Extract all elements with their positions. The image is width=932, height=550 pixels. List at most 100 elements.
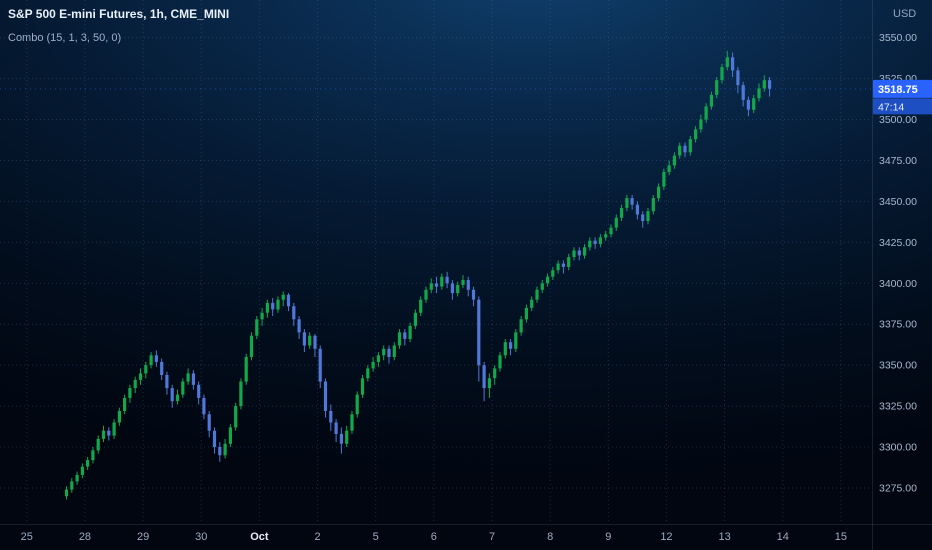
candle-body (218, 447, 222, 456)
candle-body (403, 332, 407, 339)
candle-body (392, 345, 396, 357)
candle-body (572, 250, 576, 257)
candle-body (207, 414, 211, 431)
candle-body (360, 378, 365, 395)
candle-body (482, 365, 486, 389)
candle-body (646, 211, 650, 221)
time-tick-label: 7 (489, 531, 495, 543)
price-tick-label: 3500.00 (879, 114, 917, 126)
candle-body (471, 289, 476, 300)
time-tick-label: 13 (718, 531, 730, 543)
candle-body (630, 198, 634, 205)
candle-body (117, 411, 121, 423)
time-tick-label: 14 (777, 531, 789, 543)
candle-body (699, 119, 703, 130)
candle-body (694, 129, 698, 140)
price-tick-label: 3475.00 (879, 155, 917, 167)
candle-body (620, 208, 624, 218)
candle-body (604, 234, 608, 238)
candle-body (355, 394, 359, 415)
price-tick-label: 3350.00 (879, 360, 917, 372)
candle-body (297, 319, 301, 333)
candle-body (107, 430, 111, 436)
candle-body (514, 332, 518, 349)
candle-body (75, 474, 79, 482)
price-tick-label: 3450.00 (879, 196, 917, 208)
candle-body (175, 394, 180, 402)
candle-body (255, 319, 259, 336)
candle-body (540, 283, 544, 290)
price-tick-label: 3325.00 (879, 401, 917, 413)
time-tick-label: Oct (250, 531, 269, 543)
candle-body (413, 312, 417, 326)
time-tick-label: 29 (137, 531, 149, 543)
chart-legend: S&P 500 E-mini Futures, 1h, CME_MINI Com… (8, 7, 229, 44)
price-tick-label: 3275.00 (879, 482, 917, 494)
candle-body (672, 155, 676, 166)
time-tick-label: 30 (195, 531, 207, 543)
candle-body (445, 276, 449, 284)
candle-body (160, 361, 164, 375)
candle-body (709, 95, 713, 107)
candle-body (731, 57, 735, 71)
candle-body (704, 106, 708, 120)
candle-body (165, 375, 169, 389)
candle-body (286, 294, 291, 307)
symbol-title[interactable]: S&P 500 E-mini Futures, 1h, CME_MINI (8, 7, 230, 21)
candle-body (302, 332, 306, 346)
candle-body (133, 379, 137, 389)
candle-body (323, 381, 328, 411)
candle-body (561, 263, 565, 267)
candle-body (281, 294, 285, 300)
candle-body (625, 198, 629, 208)
time-tick-label: 9 (605, 531, 611, 543)
candle-body (382, 348, 386, 356)
candle-body (244, 357, 248, 382)
candle-body (546, 276, 550, 284)
price-tick-label: 3375.00 (879, 319, 917, 331)
candle-body (154, 355, 158, 362)
candle-body (746, 99, 750, 110)
time-axis[interactable]: 25 28 29 30 Oct 2 5 6 7 8 9 12 13 14 15 (21, 531, 847, 543)
candle-body (614, 217, 618, 228)
price-tick-label: 3400.00 (879, 278, 917, 290)
candle-body (429, 283, 433, 290)
candle-body (329, 411, 333, 423)
candle-body (96, 438, 100, 451)
candle-body (583, 247, 587, 256)
candle-body (371, 361, 375, 369)
candle-body (223, 443, 227, 456)
candle-body (202, 397, 206, 415)
candle-body (265, 302, 269, 313)
candle-body (667, 165, 671, 172)
candle-body (598, 237, 602, 244)
last-price-label: 3518.75 (878, 84, 918, 96)
candle-body (725, 57, 729, 68)
candle-body (577, 250, 581, 256)
candle-body (641, 214, 645, 222)
candle-body (593, 240, 597, 244)
candle-body (149, 355, 153, 366)
candle-body (260, 312, 264, 320)
candle-body (228, 427, 232, 444)
candle-body (651, 198, 655, 212)
candle-body (170, 388, 174, 402)
candle-body (350, 414, 354, 431)
candle-body (366, 368, 370, 379)
time-tick-label: 28 (79, 531, 91, 543)
candle-body (535, 289, 539, 300)
candle-body (524, 307, 528, 320)
candle-body (424, 289, 428, 300)
candle-body (239, 381, 243, 407)
candle-body (271, 302, 275, 310)
candle-body (292, 306, 296, 320)
candle-body (450, 283, 454, 294)
indicator-legend[interactable]: Combo (15, 1, 3, 50, 0) (8, 32, 122, 44)
candle-body (456, 284, 460, 294)
candle-body (186, 373, 190, 382)
candle-body (609, 227, 613, 235)
time-tick-label: 15 (835, 531, 847, 543)
grid (0, 0, 872, 524)
